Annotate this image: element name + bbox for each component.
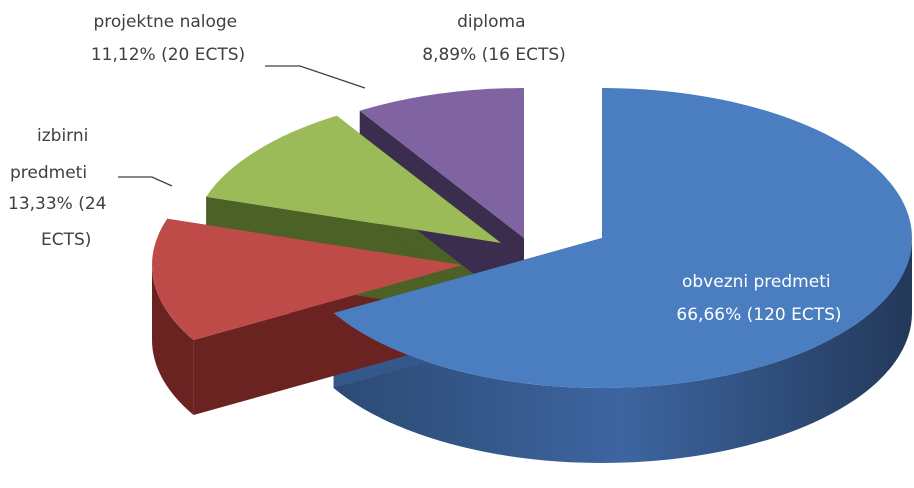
- slice-label-diploma: diploma 8,89% (16 ECTS): [422, 12, 566, 65]
- slice-label-projektne-naloge: projektne naloge 11,12% (20 ECTS): [91, 12, 245, 65]
- leader-lines-layer: [118, 65, 366, 187]
- slice-tops-layer: [151, 88, 913, 388]
- leader-line-izbirni-predmeti: [118, 176, 173, 187]
- slice-diploma: [359, 88, 524, 238]
- slice-label-obvezni-predmeti: obvezni predmeti 66,66% (120 ECTS): [676, 272, 841, 325]
- slice-obvezni-predmeti: [333, 88, 913, 388]
- slice-projektne-naloge: [206, 115, 501, 243]
- slice-izbirni-predmeti: [151, 218, 462, 341]
- slice-rim-obvezni-predmeti: [333, 238, 913, 464]
- slice-label-izbirni-predmeti: izbirni predmeti 13,33% (24 ECTS): [8, 126, 112, 250]
- slice-rim-izbirni-predmeti: [152, 265, 194, 416]
- leader-line-projektne-naloge: [265, 65, 366, 89]
